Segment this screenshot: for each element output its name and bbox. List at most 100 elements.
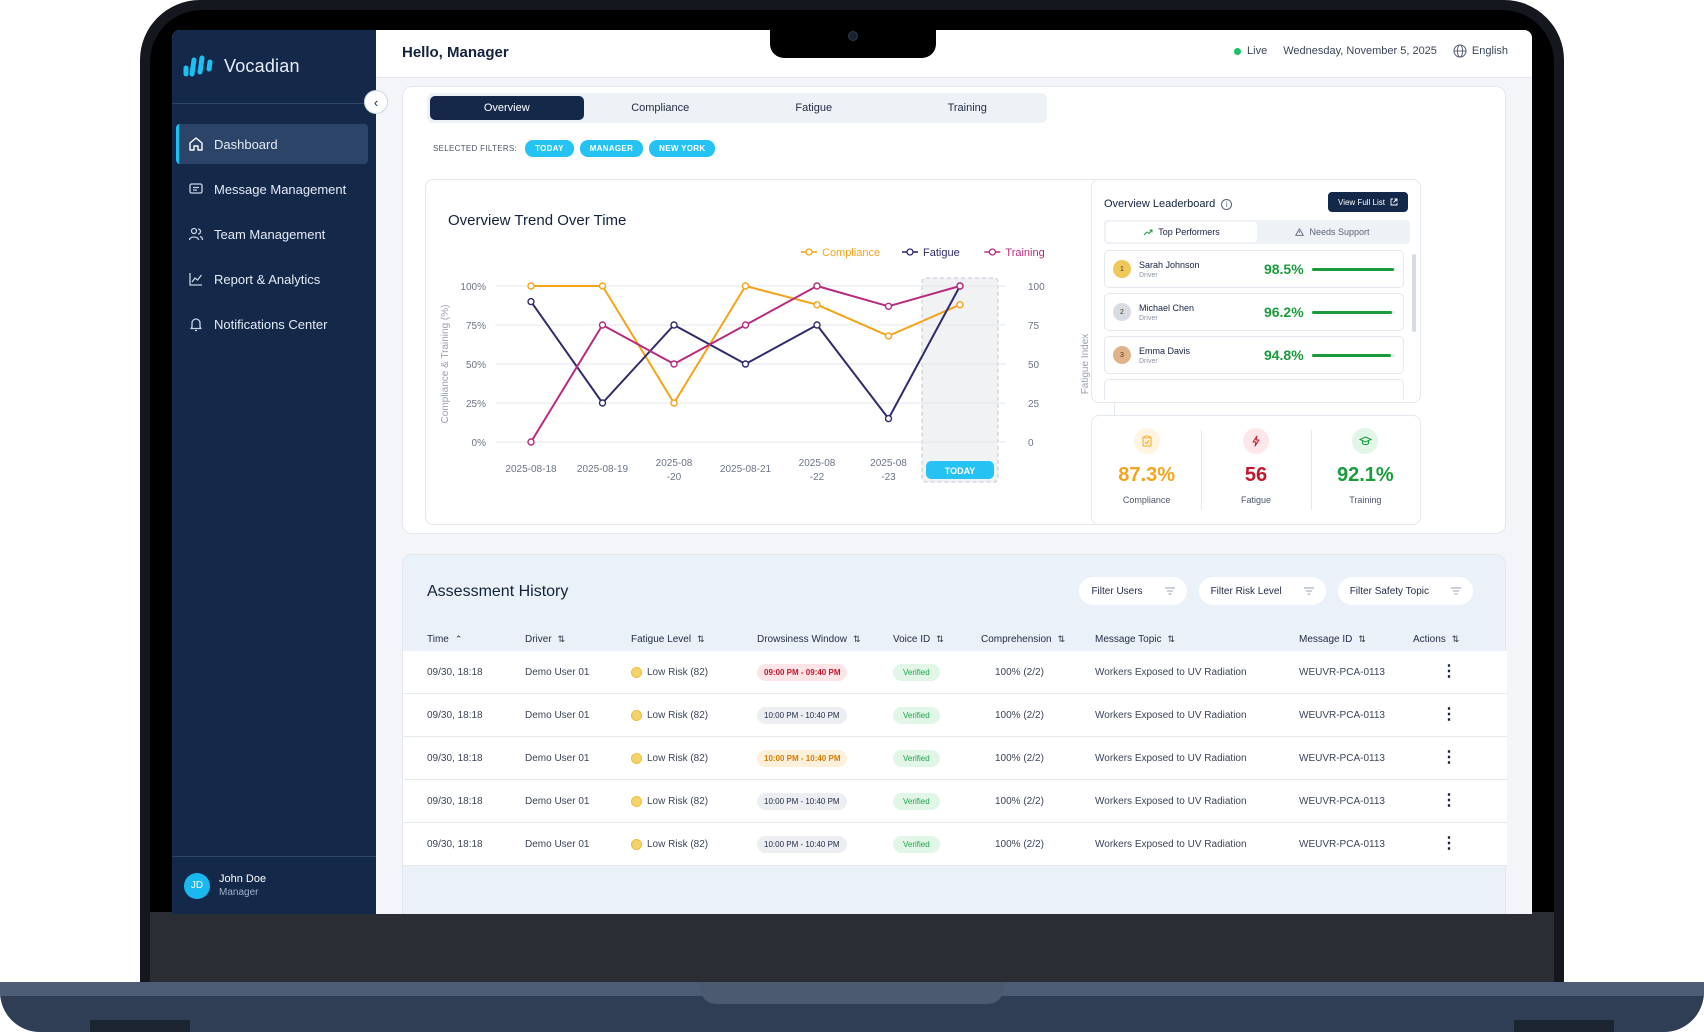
filter-users-button[interactable]: Filter Users — [1079, 577, 1187, 605]
risk-label: Low Risk (82) — [647, 838, 709, 850]
table-row[interactable]: 09/30, 18:18 Demo User 01 Low Risk (82) 10:… — [403, 737, 1507, 780]
sidebar-item-report-analytics[interactable]: Report & Analytics — [176, 259, 368, 299]
filters-label: SELECTED FILTERS: — [433, 144, 518, 153]
more-actions-icon[interactable]: ⋮ — [1441, 792, 1457, 809]
filter-chip-new-york[interactable]: NEW YORK — [649, 140, 716, 157]
column-header[interactable]: Message Topic ⇅ — [1095, 634, 1299, 645]
column-header[interactable]: Voice ID ⇅ — [893, 634, 981, 645]
time-window-pill: 10:00 PM - 10:40 PM — [757, 792, 847, 810]
sidebar-item-dashboard[interactable]: Dashboard — [176, 124, 368, 164]
tab-fatigue[interactable]: Fatigue — [795, 102, 833, 114]
filter-chip-today[interactable]: TODAY — [525, 140, 574, 157]
tab-top-performers[interactable]: Top Performers — [1106, 222, 1257, 242]
data-point-fatigue — [884, 414, 893, 423]
filter-label: Filter Users — [1091, 585, 1143, 597]
scrollbar[interactable] — [1412, 254, 1416, 332]
performer-info: Emma Davis Driver — [1139, 346, 1258, 365]
sidebar-item-notifications-center[interactable]: Notifications Center — [176, 304, 368, 344]
leaderboard-row[interactable]: 2 Michael Chen Driver 96.2% — [1104, 293, 1404, 331]
risk-dot-icon — [631, 795, 642, 807]
user-profile[interactable]: JD John Doe Manager — [172, 856, 376, 914]
column-header[interactable]: Driver ⇅ — [525, 634, 631, 645]
table-row[interactable]: 09/30, 18:18 Demo User 01 Low Risk (82) 10:… — [403, 780, 1507, 823]
cell-message-id: WEUVR-PCA-0113 — [1299, 752, 1385, 764]
leaderboard-row[interactable]: 1 Sarah Johnson Driver 98.5% — [1104, 250, 1404, 288]
info-icon[interactable]: i — [1221, 198, 1233, 210]
more-actions-icon[interactable]: ⋮ — [1441, 749, 1457, 766]
more-actions-icon[interactable]: ⋮ — [1441, 706, 1457, 723]
sidebar-item-label: Message Management — [214, 181, 347, 197]
stat-label: Compliance — [1122, 495, 1171, 505]
leaderboard-row[interactable]: 3 Emma Davis Driver 94.8% — [1104, 336, 1404, 374]
performer-name: Sarah Johnson — [1139, 259, 1200, 270]
tab-compliance[interactable]: Compliance — [631, 102, 690, 114]
column-label: Driver — [525, 633, 552, 645]
tab-training[interactable]: Training — [947, 102, 987, 114]
column-header[interactable]: Message ID ⇅ — [1299, 634, 1413, 645]
filter-label: Filter Safety Topic — [1349, 585, 1429, 597]
column-label: Message Topic — [1095, 633, 1162, 645]
score-bar-fill — [1311, 267, 1394, 271]
more-actions-icon[interactable]: ⋮ — [1441, 835, 1457, 852]
trend-chart[interactable]: 0% 0 25% 25 50% 50 75% 75 100% 100 Compliance & Tr… — [426, 180, 1116, 526]
cell-voice-id: Verified — [893, 792, 981, 810]
table-row[interactable]: 09/30, 18:18 Demo User 01 Low Risk (82) 09:… — [403, 651, 1507, 694]
cell-drowsiness-window: 10:00 PM - 10:40 PM — [757, 792, 893, 810]
risk-dot-icon — [631, 666, 642, 678]
language-label: English — [1471, 45, 1508, 57]
cell-actions: ⋮ — [1413, 749, 1493, 766]
sort-icon: ⇅ — [1057, 633, 1066, 644]
column-header[interactable]: Time ⌃ — [403, 634, 525, 645]
collapse-sidebar-button[interactable]: ‹ — [364, 90, 388, 114]
data-point-training — [884, 302, 893, 310]
filter-chip-manager[interactable]: MANAGER — [579, 140, 644, 157]
tab-overview[interactable]: Overview — [430, 96, 584, 120]
message-icon — [189, 183, 203, 194]
table-row[interactable]: 09/30, 18:18 Demo User 01 Low Risk (82) 10:… — [403, 823, 1507, 866]
leaderboard-row[interactable] — [1104, 379, 1404, 400]
brand-name: Vocadian — [224, 55, 300, 76]
risk-indicator: Low Risk (82) — [631, 795, 757, 807]
column-header[interactable]: Actions ⇅ — [1413, 634, 1493, 645]
column-header[interactable]: Drowsiness Window ⇅ — [757, 634, 893, 645]
score-bar — [1311, 267, 1395, 271]
series-line-fatigue — [530, 285, 961, 420]
x-tick-label: -20 — [667, 472, 682, 483]
brand-logo[interactable]: Vocadian — [182, 54, 300, 78]
performer-role: Driver — [1139, 314, 1158, 322]
y2-axis-label: Fatigue Index — [1080, 334, 1091, 395]
tab-needs-support[interactable]: Needs Support — [1257, 222, 1408, 242]
cell-actions: ⋮ — [1413, 835, 1493, 852]
language-selector[interactable]: English — [1453, 44, 1508, 58]
risk-label: Low Risk (82) — [647, 666, 709, 678]
laptop-foot-left — [90, 1020, 190, 1032]
cell-actions: ⋮ — [1413, 706, 1493, 723]
sidebar-item-message-management[interactable]: Message Management — [176, 169, 368, 209]
today-badge-label: TODAY — [945, 466, 976, 476]
score-bar — [1311, 310, 1395, 314]
column-label: Fatigue Level — [631, 633, 692, 645]
cell-fatigue: Low Risk (82) — [631, 752, 757, 764]
cell-message-id: WEUVR-PCA-0113 — [1299, 709, 1385, 721]
performer-info: Sarah Johnson Driver — [1139, 260, 1258, 279]
cell-driver: Demo User 01 — [525, 795, 590, 807]
view-full-list-button[interactable]: View Full List — [1328, 192, 1408, 212]
sort-icon: ⇅ — [557, 633, 566, 644]
y2-tick-label: 75 — [1028, 321, 1040, 332]
cell-message-topic: Workers Exposed to UV Radiation — [1095, 752, 1247, 764]
column-header[interactable]: Comprehension ⇅ — [981, 634, 1095, 645]
x-tick-label: -23 — [881, 472, 896, 483]
sidebar-item-team-management[interactable]: Team Management — [176, 214, 368, 254]
cell-comprehension: 100% (2/2) — [995, 838, 1044, 850]
assessment-filters: Filter Users Filter Risk Level Filter Sa… — [1079, 577, 1473, 605]
column-header[interactable]: Fatigue Level ⇅ — [631, 634, 757, 645]
data-point-compliance — [884, 332, 893, 340]
table-row[interactable]: 09/30, 18:18 Demo User 01 Low Risk (82) 10:… — [403, 694, 1507, 737]
tab-bar: Overview Compliance Fatigue Training — [427, 93, 1047, 123]
filter-risk-level-button[interactable]: Filter Risk Level — [1198, 577, 1326, 605]
lightning-icon — [1242, 428, 1269, 454]
score-bar-fill — [1311, 310, 1392, 314]
filter-safety-topic-button[interactable]: Filter Safety Topic — [1337, 577, 1473, 605]
more-actions-icon[interactable]: ⋮ — [1441, 663, 1457, 680]
